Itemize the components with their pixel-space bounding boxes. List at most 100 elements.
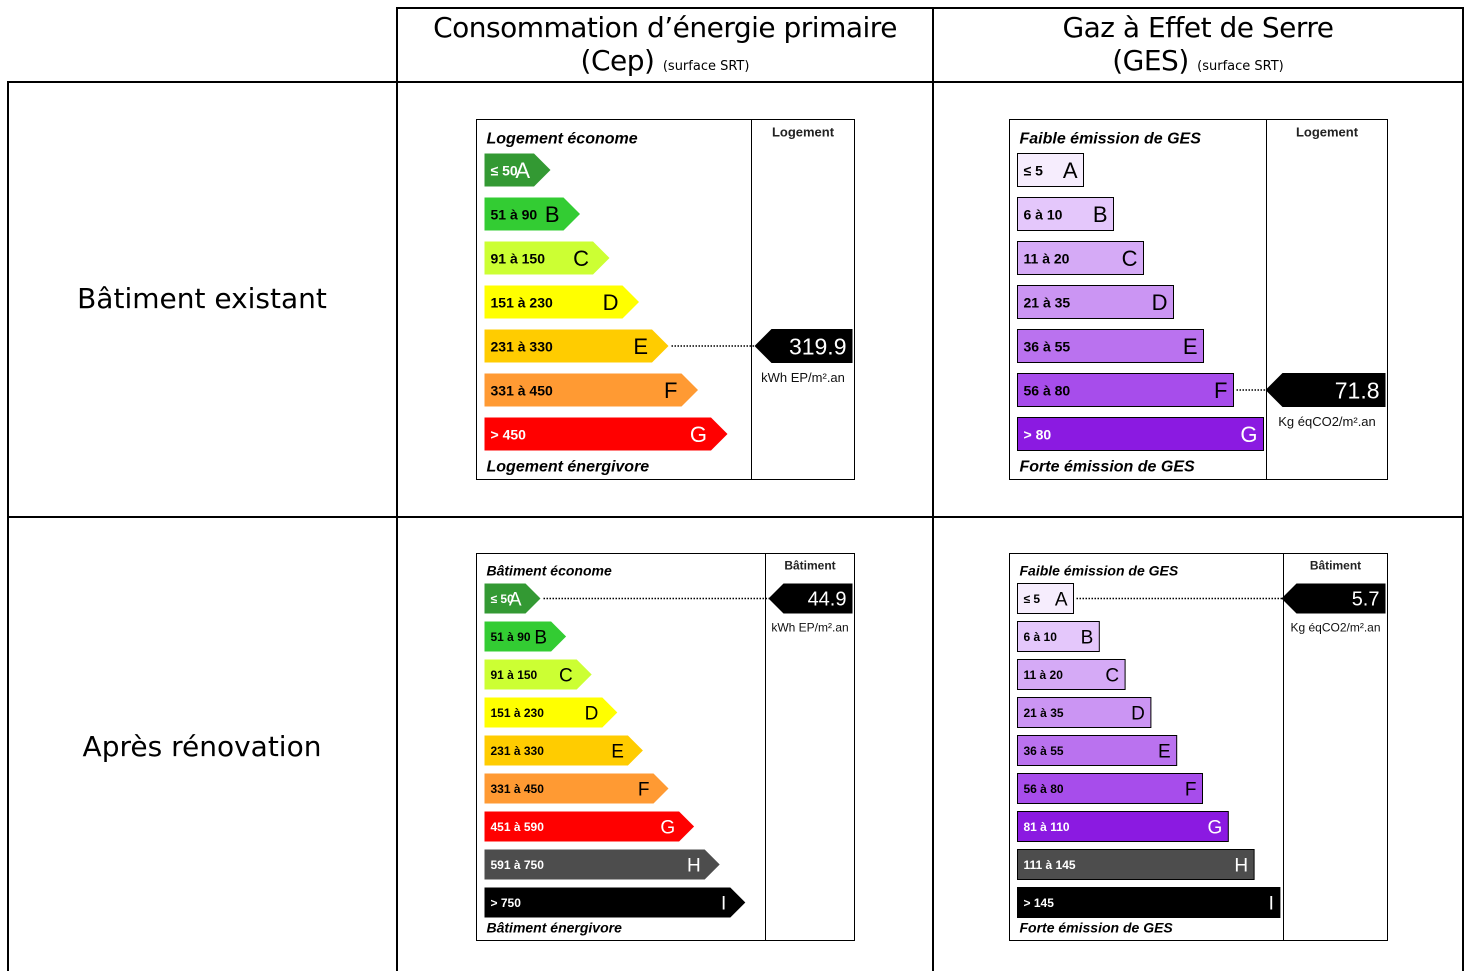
class-bar-g: 451 à 590 G	[484, 811, 695, 842]
class-bar-shape	[1017, 329, 1204, 363]
class-bar-b: 51 à 90 B	[484, 621, 567, 652]
class-letter-label: C	[1105, 666, 1119, 687]
class-range-label: 6 à 10	[1024, 206, 1063, 222]
row-divider	[7, 516, 1464, 518]
column-divider-2	[932, 7, 934, 971]
class-bar-shape	[484, 735, 643, 766]
class-bar-shape	[484, 197, 580, 231]
class-bar-i: > 145 I	[1017, 887, 1281, 918]
chart-bottom-label: Forte émission de GES	[1020, 459, 1195, 476]
class-letter-label: G	[1208, 818, 1223, 839]
class-bar-g: > 80 G	[1017, 417, 1264, 451]
class-letter-label: C	[573, 246, 589, 271]
chart-top-label: Faible émission de GES	[1020, 563, 1179, 579]
value-unit-label: kWh EP/m².an	[761, 370, 845, 385]
class-bar-c: 91 à 150 C	[484, 659, 592, 690]
class-bar-f: 331 à 450 F	[484, 773, 669, 804]
class-letter-label: D	[1152, 290, 1168, 315]
chart-column-label: Bâtiment	[784, 559, 835, 573]
value-unit-label: Kg éqCO2/m².an	[1290, 621, 1380, 635]
class-bar-shape	[484, 285, 639, 319]
header-ges-surface: (surface SRT)	[1197, 59, 1284, 74]
class-bar-shape	[484, 583, 541, 614]
class-range-label: > 80	[1024, 426, 1052, 442]
class-letter-label: E	[1183, 334, 1198, 359]
class-letter-label: F	[1185, 780, 1197, 801]
class-bar-shape	[484, 373, 698, 407]
header-cep: Consommation d’énergie primaire (Cep) (s…	[398, 11, 932, 83]
class-bar-shape	[484, 153, 551, 187]
class-bar-h: 111 à 145 H	[1017, 849, 1255, 880]
class-range-label: 56 à 80	[1024, 782, 1064, 796]
class-letter-label: D	[603, 290, 619, 315]
class-bar-shape	[1017, 697, 1152, 728]
class-letter-label: H	[1234, 856, 1248, 877]
class-bar-shape	[1017, 285, 1174, 319]
class-bar-shape	[1017, 417, 1264, 451]
class-bar-a: ≤ 5 A	[1017, 583, 1074, 614]
class-range-label: 231 à 330	[491, 744, 545, 758]
class-bar-shape	[484, 329, 669, 363]
class-bar-shape	[1017, 659, 1126, 690]
class-letter-label: I	[1269, 894, 1274, 915]
class-bar-d: 151 à 230 D	[484, 697, 618, 728]
chart-cep-existing: Logement économe Logement ≤ 50 A 51 à 90 B 91 …	[476, 119, 856, 481]
class-bar-shape	[1017, 773, 1203, 804]
class-letter-label: B	[1093, 202, 1108, 227]
class-range-label: > 750	[491, 896, 522, 910]
class-bar-d: 151 à 230 D	[484, 285, 639, 319]
class-bar-d: 21 à 35 D	[1017, 697, 1152, 728]
class-bar-f: 56 à 80 F	[1017, 373, 1234, 407]
value-label: 71.8	[1335, 377, 1380, 403]
class-bar-shape	[484, 417, 728, 451]
class-bar-e: 231 à 330 E	[484, 735, 643, 766]
header-cep-abbr: (Cep)	[580, 44, 655, 77]
class-bar-b: 51 à 90 B	[484, 197, 580, 231]
table-right-border	[1462, 7, 1464, 971]
class-letter-label: B	[545, 202, 560, 227]
class-letter-label: B	[534, 628, 547, 649]
value-label: 44.9	[808, 589, 847, 611]
row-label-renovated: Après rénovation	[82, 730, 322, 763]
class-bar-c: 11 à 20 C	[1017, 241, 1144, 275]
value-unit-label: kWh EP/m².an	[771, 621, 848, 635]
class-range-label: ≤ 50	[491, 162, 518, 178]
header-cep-surface: (surface SRT)	[662, 59, 750, 74]
chart-bottom-label: Logement énergivore	[487, 459, 650, 476]
class-letter-label: C	[1122, 246, 1138, 271]
class-range-label: 81 à 110	[1024, 820, 1070, 834]
class-bar-i: > 750 I	[484, 887, 746, 918]
table-top-border	[396, 7, 1464, 9]
class-bar-f: 331 à 450 F	[484, 373, 698, 407]
class-letter-label: H	[687, 856, 701, 877]
class-bar-g: > 450 G	[484, 417, 728, 451]
chart-frame-group: Bâtiment économe Bâtiment ≤ 50A 51 à 90 B 91 …	[476, 553, 855, 941]
class-bar-c: 91 à 150 C	[484, 241, 610, 275]
chart-frame-group: Faible émission de GES Logement ≤ 5 A 6 à 10…	[1009, 119, 1388, 480]
class-range-label: 451 à 590	[491, 820, 545, 834]
class-range-label: ≤ 5	[1024, 592, 1041, 606]
header-ges-title: Gaz à Effet de Serre	[1062, 11, 1334, 44]
class-bar-f: 56 à 80 F	[1017, 773, 1203, 804]
column-divider-1	[396, 7, 398, 971]
chart-bottom-label: Forte émission de GES	[1020, 920, 1174, 936]
chart-frame-group: Logement économe Logement ≤ 50A 51 à 90 B 91 …	[476, 119, 855, 480]
row-label-existing: Bâtiment existant	[77, 282, 327, 315]
class-range-label: 591 à 750	[491, 858, 545, 872]
value-marker-shape	[1281, 583, 1386, 614]
class-letter-label: A	[1063, 158, 1078, 183]
class-letter-label: E	[611, 742, 624, 763]
class-bar-shape	[484, 811, 695, 842]
class-bar-e: 231 à 330 E	[484, 329, 669, 363]
class-bar-shape	[1017, 621, 1100, 652]
header-ges-abbr: (GES)	[1112, 44, 1189, 77]
value-marker-shape	[754, 329, 853, 363]
chart-cep-renovated-svg: Bâtiment économe Bâtiment ≤ 50A 51 à 90 B 91 …	[476, 553, 855, 941]
value-label: 319.9	[789, 333, 847, 359]
class-letter-label: A	[515, 158, 530, 183]
class-range-label: > 145	[1024, 896, 1055, 910]
class-range-label: 151 à 230	[491, 706, 545, 720]
class-bar-b: 6 à 10 B	[1017, 197, 1114, 231]
chart-ges-renovated: Faible émission de GES Bâtiment ≤ 5 A 6 à 10…	[1009, 553, 1389, 942]
class-range-label: ≤ 5	[1024, 162, 1044, 178]
